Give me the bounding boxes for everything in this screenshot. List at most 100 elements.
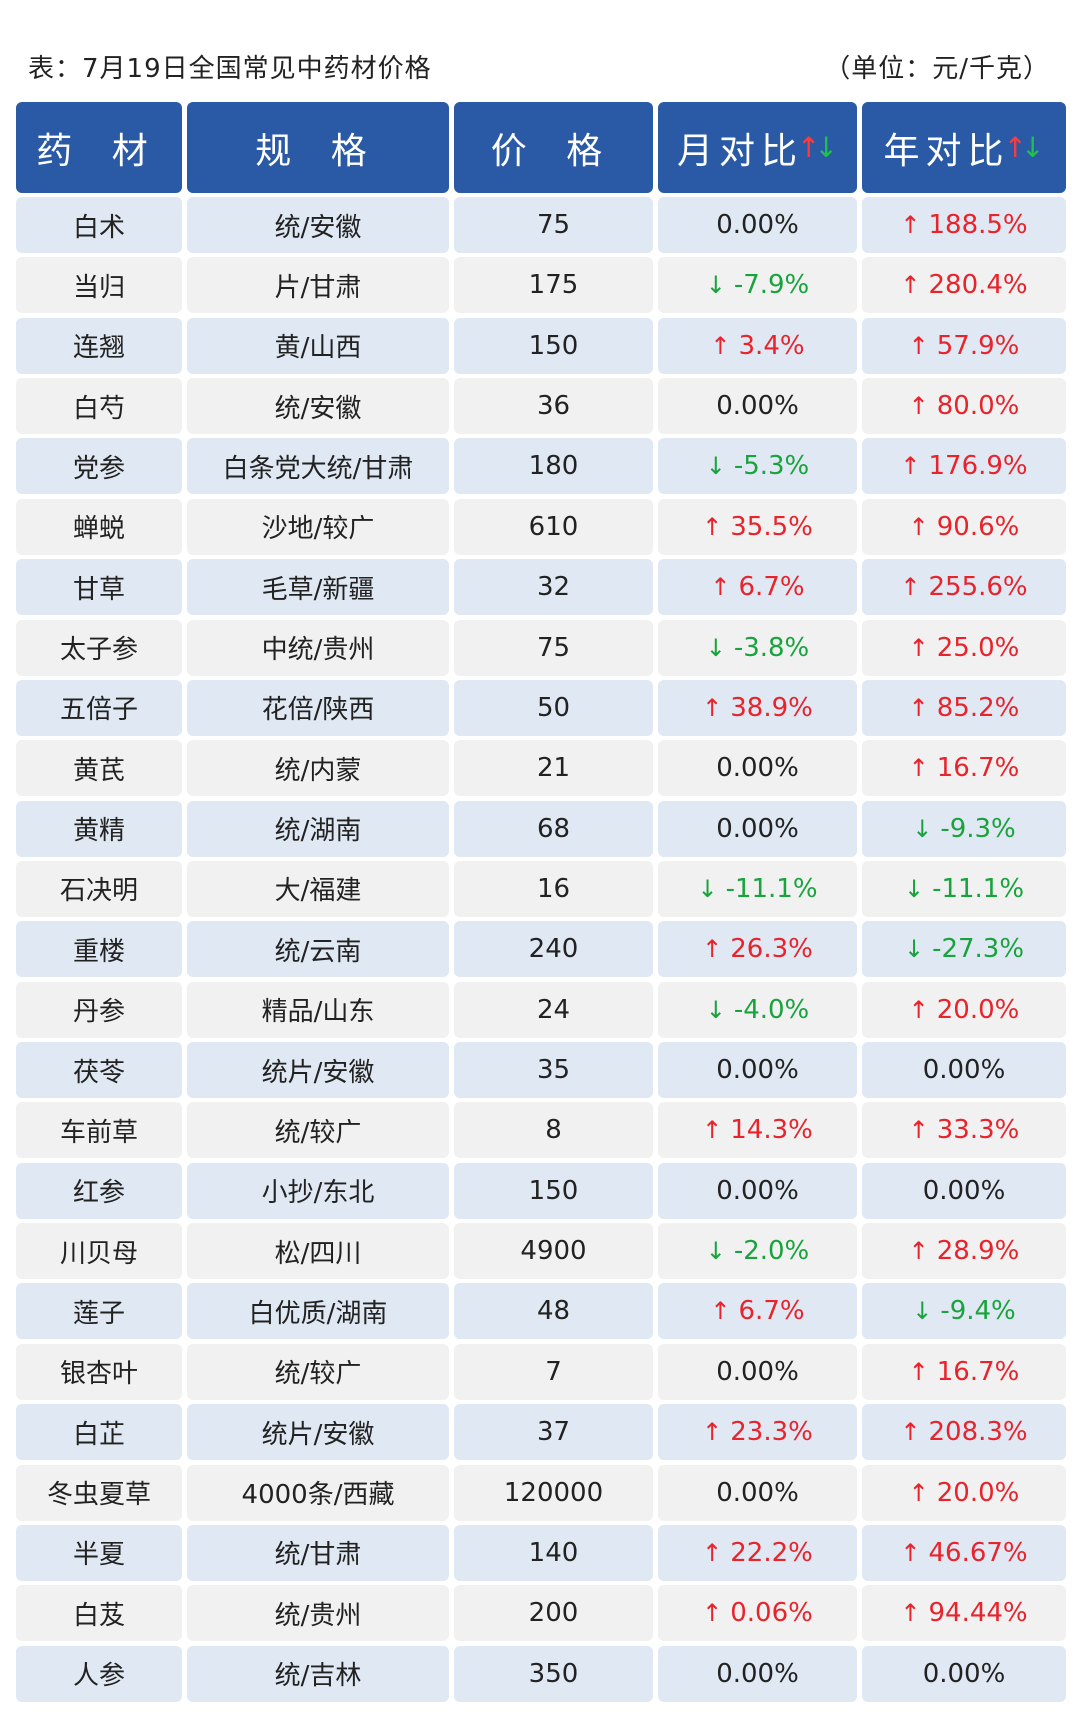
price-cell-text: 150 [528,330,579,361]
herb-name-cell-text: 黄芪 [72,755,125,786]
month-change-value: 6.7% [738,1296,805,1327]
herb-name-cell: 银杏叶 [16,1343,182,1400]
table-body: 白术 统/安徽 75 0.00% ↑ 188.5% 当归 片/甘肃 175 ↓ -7.9% ↑ 280.… [16,197,1066,1706]
month-change-cell: ↑ 6.7% [658,559,857,616]
spec-cell-text: 松/四川 [274,1238,362,1269]
table-row: 人参 统/吉林 350 0.00% 0.00% [16,1645,1066,1702]
spec-cell-text: 精品/山东 [261,997,375,1028]
table-row: 莲子 白优质/湖南 48 ↑ 6.7% ↓ -9.4% [16,1283,1066,1340]
price-cell-text: 48 [536,1296,571,1327]
table-row: 银杏叶 统/较广 7 0.00% ↑ 16.7% [16,1343,1066,1400]
spec-cell-text: 统/较广 [274,1117,362,1148]
spec-cell: 统片/安徽 [187,1042,449,1099]
herb-name-cell: 川贝母 [16,1223,182,1280]
year-change-value: 80.0% [936,391,1020,422]
year-change-value: 20.0% [936,1477,1020,1508]
month-change-value: -3.8% [733,632,810,663]
table-row: 石决明 大/福建 16 ↓ -11.1% ↓ -11.1% [16,860,1066,917]
month-change-cell: ↓ -4.0% [658,981,857,1038]
herb-name-cell: 红参 [16,1162,182,1219]
month-change-value: 26.3% [730,934,813,965]
herb-name-cell-text: 重楼 [72,936,125,967]
spec-cell-text: 统/安徽 [274,212,362,243]
up-arrow-icon: ↑ [908,633,929,662]
year-change-cell: ↑ 16.7% [862,740,1066,797]
up-arrow-icon: ↑ [908,693,929,722]
herb-name-cell: 莲子 [16,1283,182,1340]
down-arrow-icon: ↓ [1021,131,1045,164]
herb-name-cell: 冬虫夏草 [16,1464,182,1521]
spec-cell: 统/较广 [187,1102,449,1159]
price-cell-text: 36 [536,391,571,422]
month-change-cell: ↓ -11.1% [658,860,857,917]
month-change-value: 0.00% [716,753,799,784]
price-cell: 50 [454,679,653,736]
table-row: 蝉蜕 沙地/较广 610 ↑ 35.5% ↑ 90.6% [16,498,1066,555]
header-year-label: 年对比 [883,130,1010,172]
month-change-value: 0.00% [716,1658,799,1689]
month-change-cell: ↑ 14.3% [658,1102,857,1159]
year-change-value: 94.44% [928,1598,1028,1629]
price-cell-text: 140 [528,1537,579,1568]
year-change-cell: ↑ 90.6% [862,498,1066,555]
spec-cell-text: 统/云南 [274,936,362,967]
year-change-value: 33.3% [936,1115,1020,1146]
month-change-cell: 0.00% [658,740,857,797]
herb-name-cell: 党参 [16,438,182,495]
down-arrow-icon: ↓ [697,874,718,903]
up-arrow-icon: ↑ [1003,131,1027,164]
year-change-value: 280.4% [928,270,1028,301]
up-arrow-icon: ↑ [797,131,821,164]
herb-name-cell-text: 茯苓 [72,1057,125,1088]
price-cell: 35 [454,1042,653,1099]
spec-cell: 白优质/湖南 [187,1283,449,1340]
year-change-cell: ↑ 80.0% [862,378,1066,435]
herb-name-cell: 车前草 [16,1102,182,1159]
title-row: 表：7月19日全国常见中药材价格 （单位：元/千克） [0,0,1080,100]
month-change-cell: 0.00% [658,197,857,253]
up-arrow-icon: ↑ [710,331,731,360]
year-change-value: 20.0% [936,994,1020,1025]
header-spec-label: 规 格 [255,130,381,172]
spec-cell-text: 花倍/陕西 [261,695,375,726]
price-cell-text: 7 [545,1356,562,1387]
year-change-cell: 0.00% [862,1042,1066,1099]
price-cell: 75 [454,619,653,676]
herb-name-cell: 茯苓 [16,1042,182,1099]
month-change-cell: 0.00% [658,1042,857,1099]
up-arrow-icon: ↑ [702,1538,723,1567]
price-cell: 180 [454,438,653,495]
up-arrow-icon: ↑ [710,573,731,602]
unit-note: （单位：元/千克） [824,54,1050,84]
herb-name-cell: 重楼 [16,921,182,978]
year-change-value: 85.2% [936,692,1020,723]
price-cell: 140 [454,1524,653,1581]
up-arrow-icon: ↑ [900,452,921,481]
price-cell-text: 35 [536,1055,571,1086]
month-change-cell: 0.00% [658,1464,857,1521]
herb-name-cell-text: 石决明 [59,876,138,907]
up-arrow-icon: ↑ [908,1237,929,1266]
price-cell: 36 [454,378,653,435]
spec-cell: 统/安徽 [187,197,449,253]
year-change-cell: ↑ 94.44% [862,1585,1066,1642]
down-arrow-icon: ↓ [705,633,726,662]
month-change-cell: ↓ -2.0% [658,1223,857,1280]
up-arrow-icon: ↑ [702,935,723,964]
spec-cell-text: 白优质/湖南 [248,1298,388,1329]
spec-cell-text: 片/甘肃 [274,272,362,303]
year-change-cell: ↑ 176.9% [862,438,1066,495]
price-cell: 240 [454,921,653,978]
year-change-cell: ↑ 280.4% [862,257,1066,314]
herb-name-cell-text: 莲子 [72,1298,125,1329]
header-month: 月对比 ↑ ↓ [658,102,857,193]
table-row: 白芍 统/安徽 36 0.00% ↑ 80.0% [16,378,1066,435]
year-change-value: -9.3% [940,813,1016,844]
up-arrow-icon: ↑ [702,1599,723,1628]
spec-cell-text: 4000条/西藏 [241,1480,395,1511]
year-change-cell: ↑ 25.0% [862,619,1066,676]
year-change-cell: ↑ 46.67% [862,1524,1066,1581]
year-change-value: 16.7% [936,1356,1020,1387]
month-change-value: 0.00% [716,1175,799,1206]
year-change-value: 25.0% [936,632,1020,663]
